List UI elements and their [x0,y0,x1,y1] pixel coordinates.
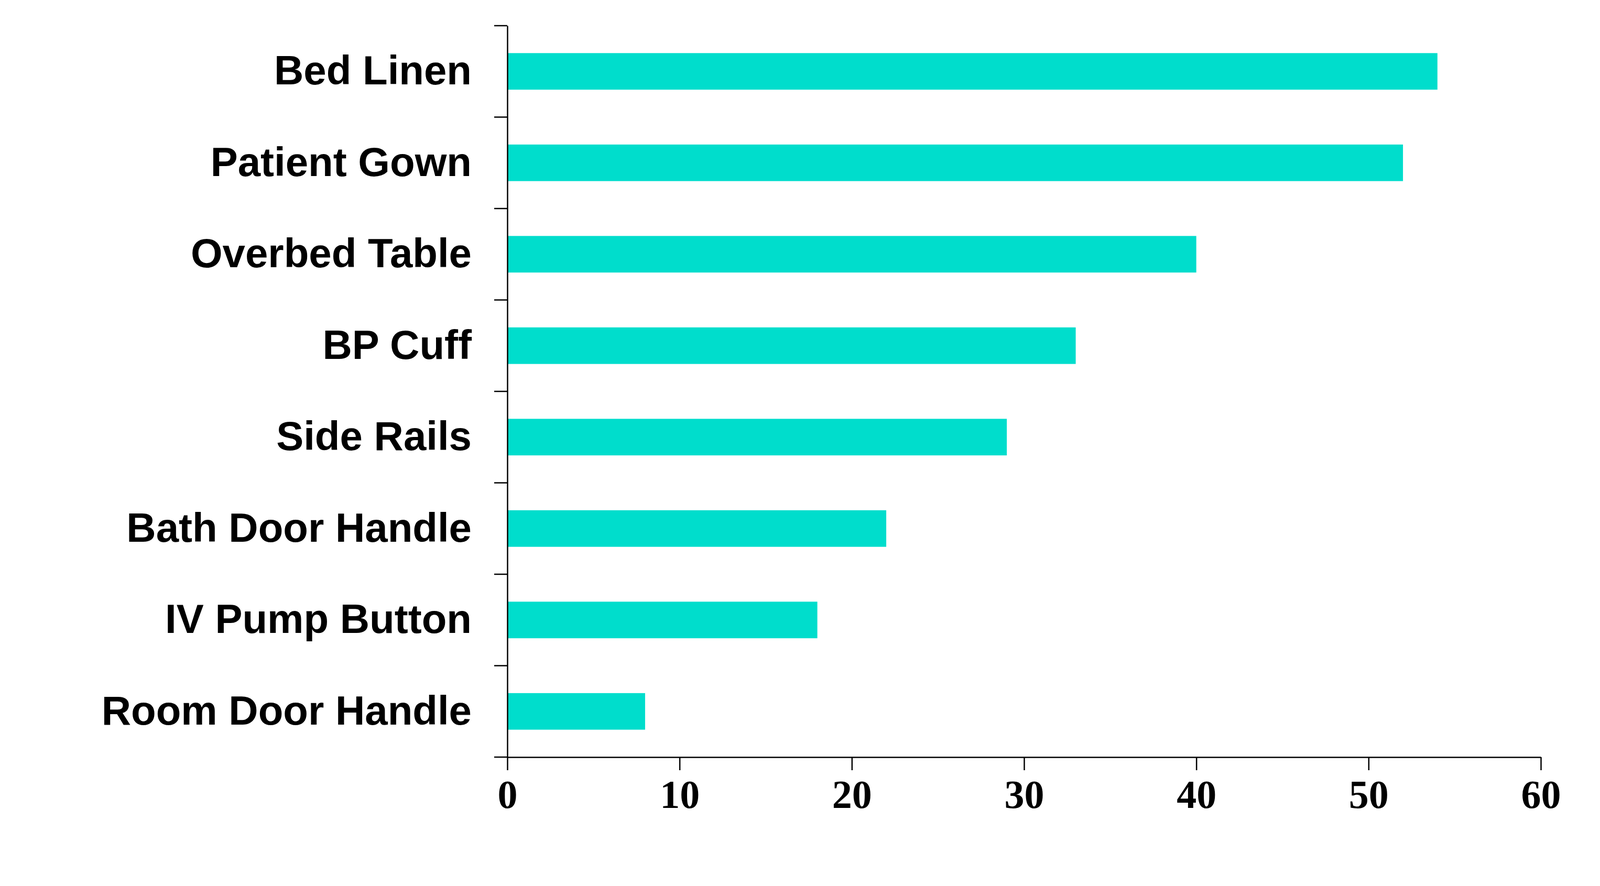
tick: 20 [832,757,873,817]
plot: 0 10 20 30 40 50 60 Bed Linen Patient Gown Overbe… [101,25,1562,817]
separator-tick [494,208,508,210]
tick: IV Pump Button [165,595,472,642]
tick: 30 [1004,757,1045,817]
tick-label: 20 [832,772,873,817]
category-label: Overbed Table [190,230,472,277]
category-label: Bed Linen [274,47,472,94]
separator-tick [494,299,508,301]
tick: 10 [659,757,700,817]
tick-label: 50 [1348,772,1389,817]
tick: BP Cuff [322,321,473,368]
tick-mark [1540,757,1542,771]
separator-tick [494,25,508,27]
bar [507,601,818,639]
tick-label: 10 [659,772,700,817]
chart: 0 10 20 30 40 50 60 Bed Linen Patient Gown Overbe… [0,0,1600,886]
category-label: Patient Gown [210,138,472,185]
tick: 50 [1348,757,1389,817]
tick-mark [1195,757,1198,771]
tick: 40 [1176,757,1217,817]
bar [507,144,1403,182]
tick: Bath Door Handle [126,504,472,551]
tick: 60 [1521,757,1562,817]
category-axis: Bed Linen Patient Gown Overbed Table BP Cuf… [101,25,508,758]
tick-mark [506,757,509,771]
separator-tick [494,573,508,576]
tick-label: 0 [497,772,518,817]
tick: Overbed Table [190,230,472,277]
tick-mark [1023,757,1026,771]
tick-mark [1368,757,1370,771]
tick: Patient Gown [210,138,472,185]
bar [507,52,1438,90]
category-label: IV Pump Button [165,595,472,642]
separator-tick [494,390,508,393]
tick: Bed Linen [274,47,472,94]
separator-tick [494,756,508,759]
tick: Side Rails [276,412,472,460]
bar [507,327,1076,365]
bar [507,510,887,548]
tick-label: 40 [1176,772,1217,817]
category-label: Side Rails [276,412,472,460]
tick: 0 [497,757,518,817]
bar [507,693,646,731]
tick: Room Door Handle [101,687,472,734]
separator-tick [494,665,508,667]
category-label: BP Cuff [322,321,473,368]
value-axis: 0 10 20 30 40 50 60 [497,757,1562,817]
separator-tick [494,482,508,484]
tick-mark [679,757,681,771]
bar [507,418,1007,456]
tick-mark [851,757,854,771]
category-label: Bath Door Handle [126,504,472,551]
category-label: Room Door Handle [101,687,472,734]
bars [507,52,1438,730]
category-separators [494,25,508,758]
tick-label: 60 [1521,772,1562,817]
separator-tick [494,116,508,118]
bar [507,235,1197,273]
tick-label: 30 [1004,772,1045,817]
